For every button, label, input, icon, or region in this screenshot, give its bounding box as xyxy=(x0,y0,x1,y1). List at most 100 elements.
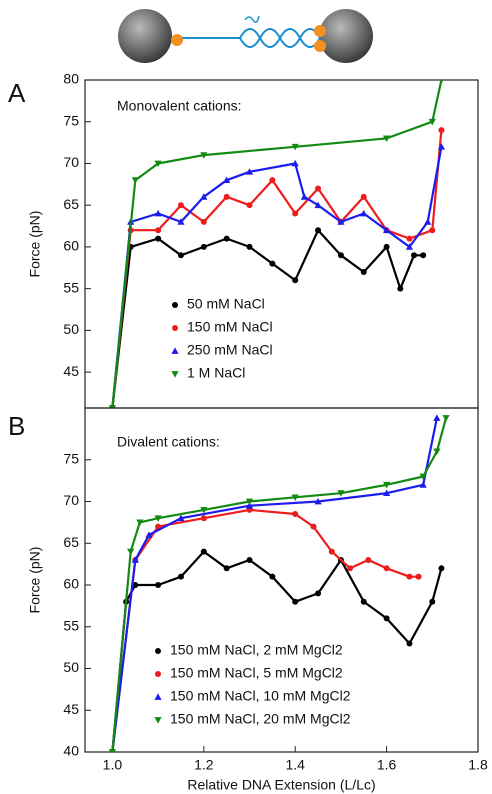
legend-label: 150 mM NaCl, 20 mM MgCl2 xyxy=(170,711,351,727)
marker xyxy=(310,523,317,530)
y-tick-label: 70 xyxy=(63,154,79,170)
legend-label: 250 mM NaCl xyxy=(187,342,273,358)
marker xyxy=(246,202,253,209)
marker xyxy=(155,582,162,589)
marker xyxy=(383,226,391,234)
marker xyxy=(291,159,299,167)
marker xyxy=(337,252,344,259)
marker xyxy=(292,511,299,518)
panel-label: B xyxy=(8,411,25,441)
marker xyxy=(442,415,450,422)
marker xyxy=(177,218,185,225)
y-tick-label: 60 xyxy=(63,576,79,592)
marker xyxy=(383,489,391,497)
marker xyxy=(246,556,253,563)
x-tick-label: 1.8 xyxy=(468,757,488,773)
marker xyxy=(424,218,432,225)
marker xyxy=(360,268,367,275)
x-tick-label: 1.6 xyxy=(377,757,397,773)
marker xyxy=(269,573,276,580)
marker xyxy=(154,717,162,724)
marker xyxy=(315,185,322,192)
y-tick-label: 55 xyxy=(63,279,79,295)
plot-frame xyxy=(84,407,479,753)
marker xyxy=(438,127,445,134)
marker xyxy=(177,514,185,522)
marker xyxy=(172,302,178,308)
marker xyxy=(171,371,179,378)
y-tick-label: 65 xyxy=(63,534,79,550)
marker xyxy=(223,565,230,572)
y-tick-label: 45 xyxy=(63,363,79,379)
marker xyxy=(200,515,207,522)
marker xyxy=(405,243,414,250)
marker xyxy=(419,481,427,488)
series-line xyxy=(111,80,443,408)
marker xyxy=(154,693,162,700)
marker xyxy=(131,556,139,563)
marker xyxy=(314,497,322,505)
legend-label: 150 mM NaCl, 5 mM MgCl2 xyxy=(170,665,343,681)
marker xyxy=(154,160,162,168)
y-tick-label: 65 xyxy=(63,196,79,212)
marker xyxy=(420,252,427,259)
marker xyxy=(439,80,444,84)
x-axis-label: Relative DNA Extension (L/Lc) xyxy=(187,777,375,793)
marker xyxy=(411,252,418,259)
marker xyxy=(428,118,436,126)
marker xyxy=(406,640,413,647)
marker xyxy=(200,548,207,555)
marker xyxy=(200,152,208,159)
marker xyxy=(245,168,254,175)
marker xyxy=(131,177,139,184)
marker xyxy=(223,193,230,200)
marker xyxy=(223,176,231,184)
x-tick-label: 1.4 xyxy=(285,757,305,773)
marker xyxy=(108,405,117,408)
marker xyxy=(360,209,368,217)
legend-label: 150 mM NaCl, 10 mM MgCl2 xyxy=(170,688,351,704)
marker xyxy=(155,523,162,530)
marker xyxy=(177,573,184,580)
legend-label: 150 mM NaCl, 2 mM MgCl2 xyxy=(170,642,343,658)
marker xyxy=(177,252,184,259)
marker xyxy=(383,135,391,143)
marker xyxy=(245,502,254,509)
marker xyxy=(269,177,276,184)
marker xyxy=(292,598,299,605)
legend-label: 1 M NaCl xyxy=(187,365,245,381)
marker xyxy=(172,325,178,331)
marker xyxy=(269,260,276,267)
marker xyxy=(200,506,208,514)
marker xyxy=(300,193,308,200)
marker xyxy=(200,218,207,225)
y-tick-label: 80 xyxy=(63,71,79,87)
y-axis-label: Force (pN) xyxy=(27,547,43,614)
marker xyxy=(292,277,299,284)
y-tick-label: 60 xyxy=(63,238,79,254)
marker xyxy=(437,143,446,150)
marker xyxy=(154,209,162,217)
y-tick-label: 45 xyxy=(63,701,79,717)
marker xyxy=(314,201,322,209)
marker xyxy=(438,565,445,572)
marker xyxy=(397,285,404,292)
marker xyxy=(200,193,208,200)
marker xyxy=(328,548,335,555)
marker xyxy=(429,227,436,234)
marker xyxy=(291,143,299,151)
marker xyxy=(429,598,436,605)
series-line xyxy=(111,130,443,408)
marker xyxy=(347,565,354,572)
marker xyxy=(223,235,230,242)
marker xyxy=(315,227,322,234)
y-tick-label: 70 xyxy=(63,492,79,508)
marker xyxy=(171,347,179,354)
y-tick-label: 75 xyxy=(63,112,79,128)
marker xyxy=(155,648,161,654)
marker xyxy=(155,227,162,234)
marker xyxy=(108,749,117,752)
marker xyxy=(127,548,135,556)
series-line xyxy=(111,417,448,752)
